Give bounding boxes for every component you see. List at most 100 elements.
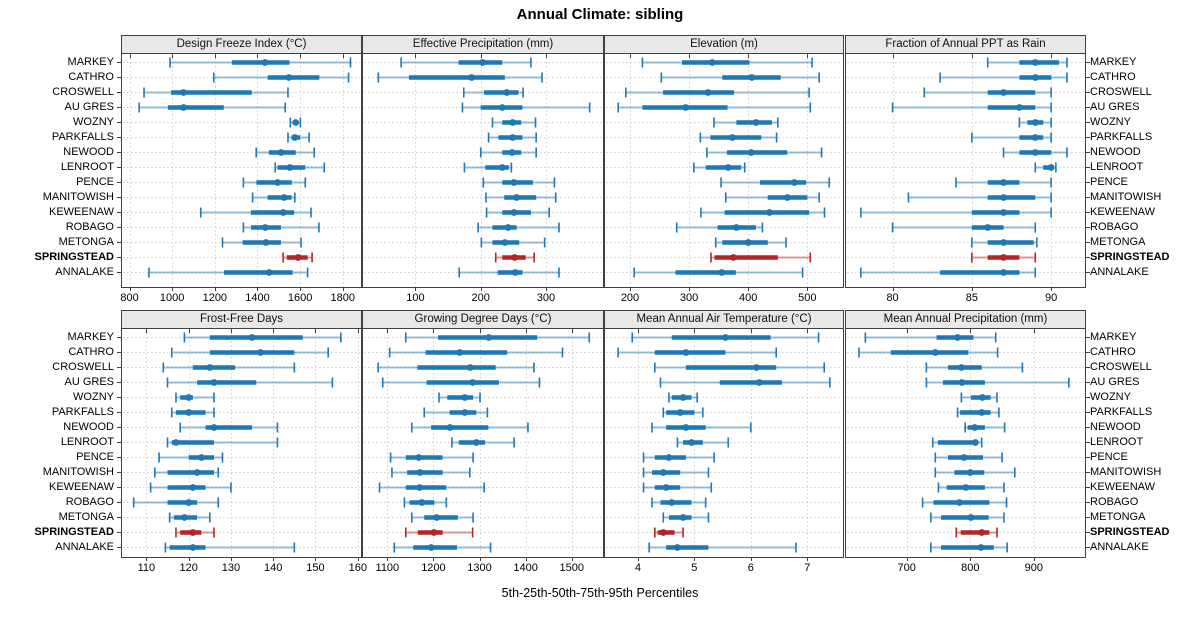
median-dot <box>753 364 760 371</box>
site-label-left: CATHRO <box>68 71 114 83</box>
median-dot <box>510 179 518 186</box>
median-dot <box>206 364 214 371</box>
median-dot <box>172 439 180 446</box>
median-dot <box>291 134 299 141</box>
median-dot <box>676 409 684 416</box>
site-label-left: KEWEENAW <box>49 481 114 493</box>
median-dot <box>1000 254 1007 261</box>
x-tick-label: 900 <box>1024 562 1044 574</box>
median-dot <box>472 439 480 446</box>
median-dot <box>261 224 269 231</box>
median-dot <box>962 484 970 491</box>
median-dot <box>1000 209 1007 216</box>
median-dot <box>427 544 435 551</box>
median-dot <box>783 194 791 201</box>
x-tick-label: 160 <box>348 562 367 574</box>
x-tick-label: 200 <box>471 292 490 304</box>
panel-frame <box>604 328 844 558</box>
panel-frame <box>121 53 362 288</box>
median-dot <box>679 394 687 401</box>
site-label-right: MARKEY <box>1090 56 1137 68</box>
site-label-left: PARKFALLS <box>51 131 114 143</box>
median-dot <box>954 334 961 341</box>
median-dot <box>180 89 187 96</box>
median-dot <box>193 469 201 476</box>
median-dot <box>285 74 293 81</box>
median-dot <box>730 254 737 261</box>
median-dot <box>461 409 469 416</box>
x-tick-label: 4 <box>634 562 641 574</box>
site-label-left: LENROOT <box>60 436 114 448</box>
site-label-left: KEWEENAW <box>49 206 114 218</box>
median-dot <box>498 104 506 111</box>
panel-strip-r1c2: Mean Annual Air Temperature (°C) <box>604 310 844 329</box>
median-dot <box>257 349 264 356</box>
median-dot <box>265 269 273 276</box>
site-label-left: PENCE <box>76 451 114 463</box>
site-label-left: METONGA <box>58 236 114 248</box>
median-dot <box>971 439 979 446</box>
x-tick-label: 1300 <box>467 562 492 574</box>
site-label-right: ROBAGO <box>1090 221 1139 233</box>
median-dot <box>1000 179 1007 186</box>
x-tick-label: 80 <box>886 292 899 304</box>
median-dot <box>279 209 287 216</box>
panel-strip-r0c3: Fraction of Annual PPT as Rain <box>845 35 1086 54</box>
panel-r1c1 <box>362 328 604 561</box>
site-label-left: AU GRES <box>64 101 114 113</box>
site-label-right: CATHRO <box>1090 346 1136 358</box>
site-label-right: MARKEY <box>1090 331 1137 343</box>
x-tick-label: 500 <box>798 292 817 304</box>
median-dot <box>415 454 423 461</box>
median-dot <box>748 74 756 81</box>
site-label-left: MARKEY <box>67 331 114 343</box>
median-dot <box>189 529 197 536</box>
x-tick-label: 1100 <box>375 562 400 574</box>
median-dot <box>1031 134 1039 141</box>
median-dot <box>679 514 687 521</box>
median-dot <box>722 334 729 341</box>
site-label-right: NEWOOD <box>1090 421 1141 433</box>
x-tick-label: 700 <box>897 562 916 574</box>
site-label-left: SPRINGSTEAD <box>34 526 114 538</box>
x-tick-label: 1500 <box>559 562 584 574</box>
panel-r1c2 <box>604 328 844 561</box>
median-dot <box>511 269 519 276</box>
median-dot <box>790 179 798 186</box>
median-dot <box>469 379 477 386</box>
median-dot <box>704 89 712 96</box>
median-dot <box>978 409 986 416</box>
median-dot <box>1016 104 1023 111</box>
panel-strip-r1c0: Frost-Free Days <box>121 310 362 329</box>
site-label-left: ROBAGO <box>65 221 114 233</box>
x-tick-label: 300 <box>679 292 699 304</box>
median-dot <box>513 194 520 201</box>
median-dot <box>433 514 441 521</box>
median-dot <box>708 59 716 66</box>
median-dot <box>280 194 288 201</box>
median-dot <box>262 239 270 246</box>
median-dot <box>682 104 689 111</box>
x-tick-label: 6 <box>747 562 754 574</box>
median-dot <box>977 544 985 551</box>
median-dot <box>674 544 681 551</box>
panel-frame <box>121 328 362 558</box>
median-dot <box>274 179 281 186</box>
median-dot <box>210 379 218 386</box>
site-label-right: ANNALAKE <box>1090 266 1149 278</box>
site-label-left: MARKEY <box>67 56 114 68</box>
panel-r0c3 <box>845 53 1090 291</box>
median-dot <box>1000 194 1007 201</box>
panel-strip-r0c2: Elevation (m) <box>604 35 844 54</box>
median-dot <box>733 224 740 231</box>
median-dot <box>718 269 726 276</box>
site-label-right: PENCE <box>1090 451 1128 463</box>
site-label-right: NEWOOD <box>1090 146 1141 158</box>
panel-r0c0 <box>117 53 362 291</box>
median-dot <box>1031 59 1039 66</box>
x-tick-label: 130 <box>221 562 241 574</box>
chart-title: Annual Climate: sibling <box>516 6 684 23</box>
site-label-right: KEWEENAW <box>1090 206 1155 218</box>
x-tick-label: 7 <box>804 562 811 574</box>
